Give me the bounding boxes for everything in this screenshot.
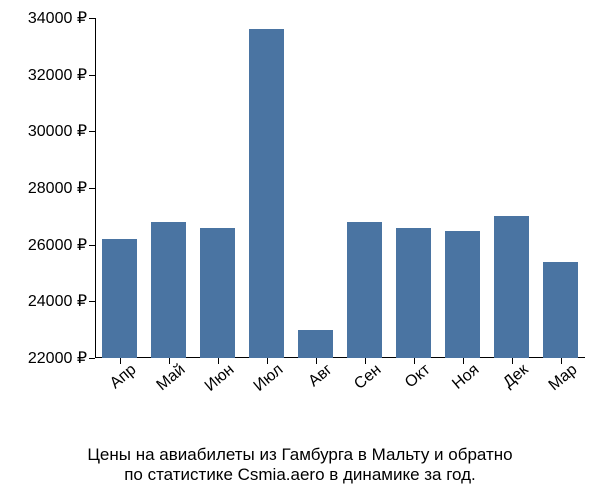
bar [298, 330, 332, 358]
x-tick-mark [414, 358, 415, 364]
x-tick-mark [169, 358, 170, 364]
bar [151, 222, 185, 358]
x-tick-mark [365, 358, 366, 364]
bar [445, 231, 479, 359]
x-tick-label: Окт [401, 361, 433, 392]
x-tick-label: Дек [500, 361, 532, 392]
bar [494, 216, 528, 358]
y-tick-label: 22000 ₽ [28, 348, 95, 368]
caption-line-1: Цены на авиабилеты из Гамбурга в Мальту … [0, 445, 600, 465]
y-tick-label: 34000 ₽ [28, 8, 95, 28]
x-tick-mark [218, 358, 219, 364]
x-tick-mark [120, 358, 121, 364]
y-tick-label: 26000 ₽ [28, 235, 95, 255]
bar [543, 262, 577, 358]
y-axis-line [95, 18, 96, 358]
x-tick-label: Апр [106, 361, 139, 393]
price-bar-chart: 22000 ₽ 24000 ₽ 26000 ₽ 28000 ₽ 30000 ₽ 32000… [0, 0, 600, 500]
x-tick-label: Июл [250, 361, 286, 396]
y-tick-label: 28000 ₽ [28, 178, 95, 198]
plot-area: 22000 ₽24000 ₽26000 ₽28000 ₽30000 ₽32000… [95, 18, 585, 358]
x-tick-mark [512, 358, 513, 364]
bar [102, 239, 136, 358]
x-tick-mark [267, 358, 268, 364]
caption-line-2: по статистике Csmia.aero в динамике за г… [0, 465, 600, 485]
y-tick-label: 30000 ₽ [28, 121, 95, 141]
x-tick-label: Мар [545, 361, 581, 395]
y-tick-label: 32000 ₽ [28, 65, 95, 85]
bar [396, 228, 430, 358]
x-tick-label: Сен [351, 361, 385, 394]
x-tick-mark [316, 358, 317, 364]
chart-caption: Цены на авиабилеты из Гамбурга в Мальту … [0, 445, 600, 485]
bar [249, 29, 283, 358]
x-tick-label: Июн [201, 361, 237, 396]
x-tick-mark [463, 358, 464, 364]
bar [200, 228, 234, 358]
bar [347, 222, 381, 358]
x-tick-label: Авг [305, 361, 336, 391]
y-tick-label: 24000 ₽ [28, 291, 95, 311]
x-tick-mark [561, 358, 562, 364]
x-tick-label: Май [153, 361, 189, 395]
x-tick-label: Ноя [449, 361, 483, 394]
